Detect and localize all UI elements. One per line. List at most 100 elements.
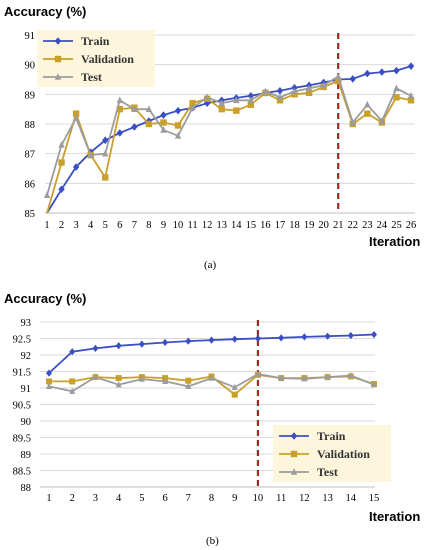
panel-a-train-point: [116, 129, 123, 137]
panel-b-test-point: [301, 375, 308, 382]
panel-b-y-tick-label: 89.5: [13, 434, 31, 445]
panel-a-x-tick-label: 24: [377, 220, 388, 231]
panel-b-test-point: [115, 381, 122, 388]
panel-a-test-point: [233, 96, 240, 104]
panel-a-x-tick-label: 1: [44, 220, 49, 231]
panel-b-x-tick-label: 5: [139, 493, 144, 504]
panel-a-validation-point: [160, 119, 167, 126]
panel-a-x-tick-label: 25: [391, 220, 402, 231]
panel-a-validation-point: [407, 97, 415, 104]
panel-a-x-tick-label: 6: [117, 220, 122, 231]
panel-b-x-tick-label: 8: [209, 493, 214, 504]
panel-a-x-tick-label: 26: [406, 220, 417, 231]
panel-b-x-tick-label: 4: [116, 493, 122, 504]
panel-a-test-point: [102, 149, 109, 157]
panel-a-train-point: [276, 86, 284, 95]
panel-a-test-point: [160, 126, 167, 133]
panel-a-test-point: [43, 191, 51, 198]
panel-a-train-point: [378, 68, 386, 76]
panel-a-x-tick-label: 9: [161, 220, 166, 231]
panel-a-y-tick-label: 88: [25, 120, 36, 131]
panel-b-test-point: [69, 387, 76, 394]
panel-a-x-tick-label: 17: [275, 220, 286, 231]
panel-b-caption: (b): [206, 535, 219, 547]
panel-a-test-point: [218, 99, 225, 107]
panel-b-train-point: [46, 369, 52, 377]
panel-b-x-tick-label: 7: [186, 493, 191, 504]
panel-b-train-point: [278, 334, 285, 342]
panel-a-train-point: [160, 111, 167, 119]
panel-b-legend-marker: [290, 468, 298, 475]
panel-a-x-tick-label: 21: [333, 220, 344, 231]
panel-b-y-tick-label: 93: [21, 318, 32, 329]
panel-a-validation-point: [116, 105, 123, 113]
panel-b-train-point: [162, 338, 169, 347]
panel-a-y-tick-label: 87: [25, 150, 36, 161]
panel-a-legend-marker: [54, 37, 62, 45]
panel-a-x-tick-label: 23: [362, 220, 373, 231]
panel-a-test-point: [145, 105, 153, 112]
panel-a-legend-marker: [54, 73, 62, 80]
panel-b-x-tick-label: 9: [232, 493, 237, 504]
panel-a-y-tick-label: 86: [25, 179, 36, 190]
panel-b-validation-point: [185, 377, 192, 384]
panel-a-validation-point: [247, 101, 255, 108]
panel-a-test-point: [291, 87, 298, 95]
panel-b-validation-point: [115, 375, 122, 382]
panel-b-x-tick-label: 10: [253, 493, 264, 504]
panel-a-validation-point: [305, 89, 313, 97]
panel-a-test-point: [276, 93, 284, 101]
panel-b-x-tick-label: 6: [162, 493, 167, 504]
panel-a-x-axis-title: Iteration: [369, 234, 420, 249]
panel-a: Accuracy (%) Iteration (a) 8586878889909…: [4, 4, 420, 271]
panel-b-train-point: [301, 333, 308, 341]
panel-a-train-point: [407, 62, 415, 70]
panel-b-y-tick-label: 89: [21, 450, 32, 461]
panel-a-test-point: [247, 96, 255, 104]
panel-a-x-tick-label: 22: [348, 220, 359, 231]
panel-b-x-tick-label: 13: [322, 493, 333, 504]
panel-a-legend: Train Validation Test: [37, 30, 155, 87]
panel-b-test-point: [347, 371, 354, 379]
panel-a-test-point: [349, 118, 356, 126]
panel-a-x-tick-label: 13: [216, 220, 227, 231]
panel-b-test-point: [254, 370, 261, 377]
panel-b-x-tick-label: 3: [93, 493, 98, 504]
panel-a-x-tick-label: 16: [260, 220, 271, 231]
panel-b-x-tick-label: 12: [299, 493, 310, 504]
panel-a-x-tick-label: 8: [146, 220, 151, 231]
panel-a-x-tick-label: 4: [88, 220, 94, 231]
panel-a-test-point: [262, 87, 269, 95]
panel-a-x-tick-label: 10: [173, 220, 184, 231]
panel-b-legend-label: Test: [317, 465, 338, 479]
panel-b-train-point: [138, 340, 145, 348]
panel-a-train-point: [364, 69, 371, 78]
panel-a-x-tick-label: 18: [289, 220, 300, 231]
panel-a-test-point: [87, 151, 94, 158]
panel-b-y-tick-label: 92.5: [13, 335, 31, 346]
panel-a-validation-point: [218, 105, 225, 113]
panel-a-y-tick-label: 91: [25, 31, 36, 42]
panel-a-train-point: [102, 136, 109, 145]
panel-b-test-point: [324, 373, 331, 380]
panel-a-validation-point: [145, 120, 153, 128]
panel-a-x-tick-label: 12: [202, 220, 213, 231]
panel-a-x-tick-label: 19: [304, 220, 315, 231]
panel-a-validation-point: [72, 110, 80, 117]
panel-a-y-axis-title: Accuracy (%): [4, 4, 86, 19]
panel-b-y-tick-label: 91: [21, 384, 32, 395]
panel-a-validation-point: [291, 91, 298, 98]
panel-a-test-point: [203, 93, 211, 101]
panel-a-validation-point: [335, 77, 342, 85]
panel-b-test-point: [138, 375, 145, 382]
panel-a-test-point: [174, 132, 182, 139]
panel-a-y-tick-label: 85: [25, 209, 36, 220]
panel-b-validation-point: [46, 378, 52, 385]
panel-b-test-point: [162, 377, 169, 384]
panel-b-y-tick-label: 91.5: [13, 368, 31, 379]
panel-a-legend-marker: [54, 55, 62, 63]
panel-b-test-point: [92, 373, 99, 380]
panel-a-y-tick-label: 89: [25, 90, 36, 101]
panel-a-legend-label: Test: [81, 70, 102, 84]
